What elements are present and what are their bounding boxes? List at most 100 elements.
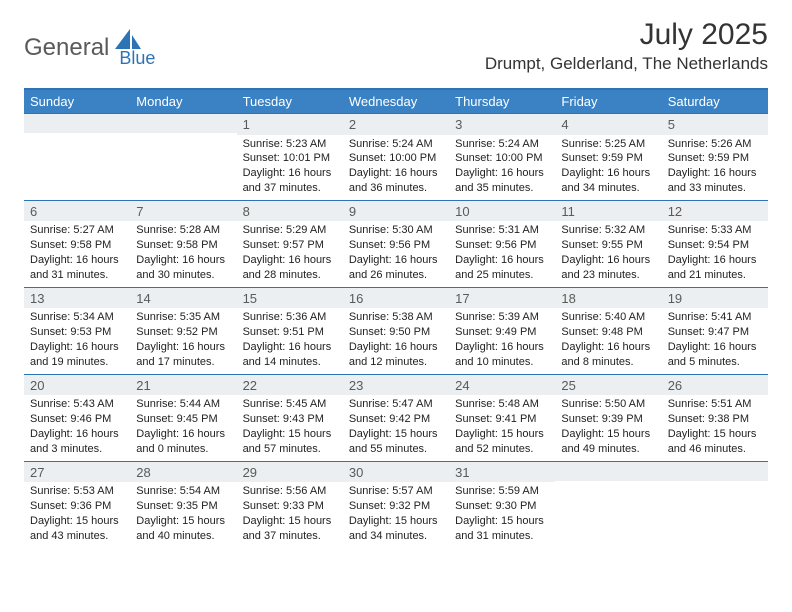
- sunrise-line: Sunrise: 5:39 AM: [455, 310, 549, 325]
- daylight-line: Daylight: 16 hours and 36 minutes.: [349, 166, 443, 196]
- day-body: Sunrise: 5:41 AMSunset: 9:47 PMDaylight:…: [662, 308, 768, 373]
- day-cell: 27Sunrise: 5:53 AMSunset: 9:36 PMDayligh…: [24, 461, 130, 548]
- sunrise-line: Sunrise: 5:38 AM: [349, 310, 443, 325]
- sunset-line: Sunset: 9:55 PM: [561, 238, 655, 253]
- sunrise-line: Sunrise: 5:32 AM: [561, 223, 655, 238]
- daylight-line: Daylight: 15 hours and 43 minutes.: [30, 514, 124, 544]
- sunrise-line: Sunrise: 5:51 AM: [668, 397, 762, 412]
- day-body: Sunrise: 5:45 AMSunset: 9:43 PMDaylight:…: [237, 395, 343, 460]
- day-cell: 10Sunrise: 5:31 AMSunset: 9:56 PMDayligh…: [449, 200, 555, 287]
- day-body: Sunrise: 5:32 AMSunset: 9:55 PMDaylight:…: [555, 221, 661, 286]
- day-cell: 28Sunrise: 5:54 AMSunset: 9:35 PMDayligh…: [130, 461, 236, 548]
- empty-day-cell: [662, 461, 768, 548]
- day-number: 30: [343, 461, 449, 483]
- daylight-line: Daylight: 16 hours and 26 minutes.: [349, 253, 443, 283]
- weekday-header: Sunday: [24, 90, 130, 113]
- week-row: 1Sunrise: 5:23 AMSunset: 10:01 PMDayligh…: [24, 113, 768, 200]
- day-cell: 13Sunrise: 5:34 AMSunset: 9:53 PMDayligh…: [24, 287, 130, 374]
- weekday-header: Thursday: [449, 90, 555, 113]
- daylight-line: Daylight: 16 hours and 28 minutes.: [243, 253, 337, 283]
- day-number: 2: [343, 113, 449, 135]
- sunrise-line: Sunrise: 5:53 AM: [30, 484, 124, 499]
- day-body: Sunrise: 5:39 AMSunset: 9:49 PMDaylight:…: [449, 308, 555, 373]
- sunrise-line: Sunrise: 5:34 AM: [30, 310, 124, 325]
- day-number: 25: [555, 374, 661, 396]
- day-number: 16: [343, 287, 449, 309]
- weekday-header: Wednesday: [343, 90, 449, 113]
- day-body: Sunrise: 5:40 AMSunset: 9:48 PMDaylight:…: [555, 308, 661, 373]
- sunset-line: Sunset: 9:30 PM: [455, 499, 549, 514]
- sunrise-line: Sunrise: 5:28 AM: [136, 223, 230, 238]
- empty-day-cell: [24, 113, 130, 200]
- sunset-line: Sunset: 9:54 PM: [668, 238, 762, 253]
- day-body: Sunrise: 5:24 AMSunset: 10:00 PMDaylight…: [449, 135, 555, 200]
- daylight-line: Daylight: 15 hours and 49 minutes.: [561, 427, 655, 457]
- sunset-line: Sunset: 9:46 PM: [30, 412, 124, 427]
- daylight-line: Daylight: 15 hours and 52 minutes.: [455, 427, 549, 457]
- day-number: 20: [24, 374, 130, 396]
- day-number: 14: [130, 287, 236, 309]
- sunset-line: Sunset: 9:49 PM: [455, 325, 549, 340]
- day-cell: 9Sunrise: 5:30 AMSunset: 9:56 PMDaylight…: [343, 200, 449, 287]
- day-number: 1: [237, 113, 343, 135]
- sunrise-line: Sunrise: 5:40 AM: [561, 310, 655, 325]
- daylight-line: Daylight: 16 hours and 25 minutes.: [455, 253, 549, 283]
- day-number: 28: [130, 461, 236, 483]
- day-cell: 25Sunrise: 5:50 AMSunset: 9:39 PMDayligh…: [555, 374, 661, 461]
- day-number: 29: [237, 461, 343, 483]
- sunrise-line: Sunrise: 5:57 AM: [349, 484, 443, 499]
- sunrise-line: Sunrise: 5:31 AM: [455, 223, 549, 238]
- title-block: July 2025 Drumpt, Gelderland, The Nether…: [485, 18, 768, 74]
- sunset-line: Sunset: 10:00 PM: [349, 151, 443, 166]
- day-number: 3: [449, 113, 555, 135]
- logo: General Blue: [24, 26, 155, 69]
- day-number: 15: [237, 287, 343, 309]
- day-body: Sunrise: 5:36 AMSunset: 9:51 PMDaylight:…: [237, 308, 343, 373]
- weekday-header: Saturday: [662, 90, 768, 113]
- sunrise-line: Sunrise: 5:24 AM: [455, 137, 549, 152]
- daylight-line: Daylight: 16 hours and 5 minutes.: [668, 340, 762, 370]
- sunset-line: Sunset: 9:32 PM: [349, 499, 443, 514]
- empty-day-cell: [555, 461, 661, 548]
- sunset-line: Sunset: 9:48 PM: [561, 325, 655, 340]
- day-cell: 6Sunrise: 5:27 AMSunset: 9:58 PMDaylight…: [24, 200, 130, 287]
- day-cell: 11Sunrise: 5:32 AMSunset: 9:55 PMDayligh…: [555, 200, 661, 287]
- day-number: 24: [449, 374, 555, 396]
- day-body: Sunrise: 5:47 AMSunset: 9:42 PMDaylight:…: [343, 395, 449, 460]
- sunset-line: Sunset: 9:57 PM: [243, 238, 337, 253]
- day-body: Sunrise: 5:48 AMSunset: 9:41 PMDaylight:…: [449, 395, 555, 460]
- day-cell: 8Sunrise: 5:29 AMSunset: 9:57 PMDaylight…: [237, 200, 343, 287]
- day-body: Sunrise: 5:24 AMSunset: 10:00 PMDaylight…: [343, 135, 449, 200]
- week-row: 27Sunrise: 5:53 AMSunset: 9:36 PMDayligh…: [24, 461, 768, 548]
- calendar-body: 1Sunrise: 5:23 AMSunset: 10:01 PMDayligh…: [24, 113, 768, 548]
- day-body: Sunrise: 5:44 AMSunset: 9:45 PMDaylight:…: [130, 395, 236, 460]
- day-number: 10: [449, 200, 555, 222]
- sunrise-line: Sunrise: 5:35 AM: [136, 310, 230, 325]
- daylight-line: Daylight: 16 hours and 33 minutes.: [668, 166, 762, 196]
- sunrise-line: Sunrise: 5:56 AM: [243, 484, 337, 499]
- day-body: Sunrise: 5:28 AMSunset: 9:58 PMDaylight:…: [130, 221, 236, 286]
- day-body: Sunrise: 5:27 AMSunset: 9:58 PMDaylight:…: [24, 221, 130, 286]
- day-cell: 26Sunrise: 5:51 AMSunset: 9:38 PMDayligh…: [662, 374, 768, 461]
- sunset-line: Sunset: 9:50 PM: [349, 325, 443, 340]
- sunrise-line: Sunrise: 5:50 AM: [561, 397, 655, 412]
- day-number: 11: [555, 200, 661, 222]
- daylight-line: Daylight: 16 hours and 10 minutes.: [455, 340, 549, 370]
- day-cell: 29Sunrise: 5:56 AMSunset: 9:33 PMDayligh…: [237, 461, 343, 548]
- day-body: Sunrise: 5:34 AMSunset: 9:53 PMDaylight:…: [24, 308, 130, 373]
- sunrise-line: Sunrise: 5:47 AM: [349, 397, 443, 412]
- day-body: Sunrise: 5:57 AMSunset: 9:32 PMDaylight:…: [343, 482, 449, 547]
- day-cell: 31Sunrise: 5:59 AMSunset: 9:30 PMDayligh…: [449, 461, 555, 548]
- sunrise-line: Sunrise: 5:54 AM: [136, 484, 230, 499]
- sunset-line: Sunset: 10:00 PM: [455, 151, 549, 166]
- sunrise-line: Sunrise: 5:45 AM: [243, 397, 337, 412]
- daylight-line: Daylight: 16 hours and 37 minutes.: [243, 166, 337, 196]
- daylight-line: Daylight: 16 hours and 35 minutes.: [455, 166, 549, 196]
- day-body: Sunrise: 5:29 AMSunset: 9:57 PMDaylight:…: [237, 221, 343, 286]
- sunrise-line: Sunrise: 5:30 AM: [349, 223, 443, 238]
- day-cell: 5Sunrise: 5:26 AMSunset: 9:59 PMDaylight…: [662, 113, 768, 200]
- sunset-line: Sunset: 9:51 PM: [243, 325, 337, 340]
- sunrise-line: Sunrise: 5:33 AM: [668, 223, 762, 238]
- sunrise-line: Sunrise: 5:41 AM: [668, 310, 762, 325]
- sunrise-line: Sunrise: 5:23 AM: [243, 137, 337, 152]
